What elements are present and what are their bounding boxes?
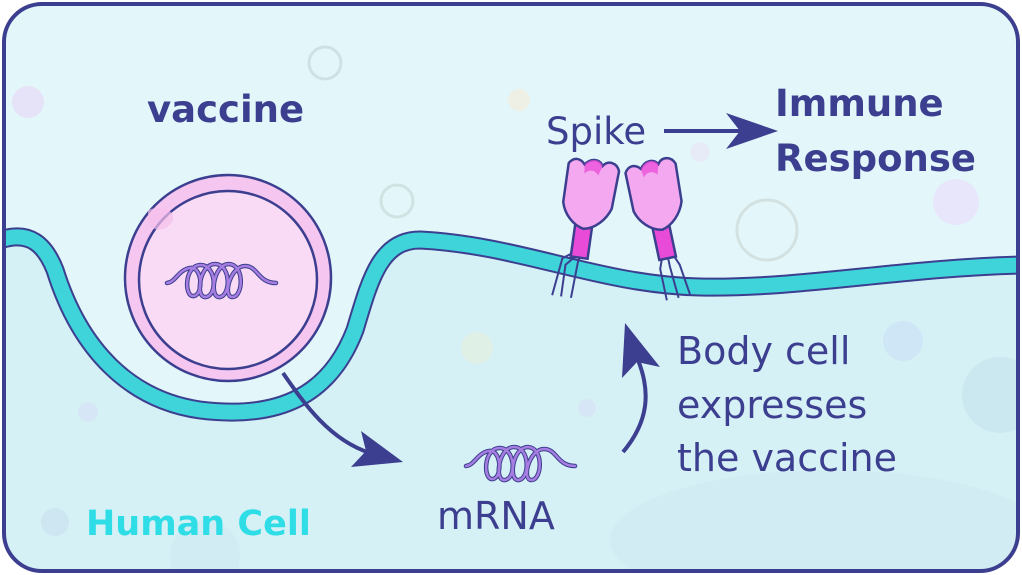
arrow-spike-to-immune (664, 113, 778, 149)
label-response: Response (775, 137, 976, 180)
label-human-cell: Human Cell (86, 504, 311, 544)
label-vaccine: vaccine (147, 88, 304, 131)
label-spike: Spike (546, 110, 646, 153)
label-expresses: expresses (677, 383, 867, 427)
label-body-cell: Body cell (677, 329, 850, 373)
arrow-vaccine-to-mrna (281, 371, 403, 467)
label-mrna: mRNA (437, 494, 555, 538)
spike-protein-2 (624, 156, 692, 301)
background-bubbles (12, 45, 1018, 571)
label-immune: Immune (775, 82, 944, 125)
cell-membrane (4, 229, 1018, 420)
arrow-mrna-to-spike (621, 323, 660, 454)
spike-protein-1 (551, 157, 621, 299)
label-the-vaccine: the vaccine (677, 436, 897, 480)
